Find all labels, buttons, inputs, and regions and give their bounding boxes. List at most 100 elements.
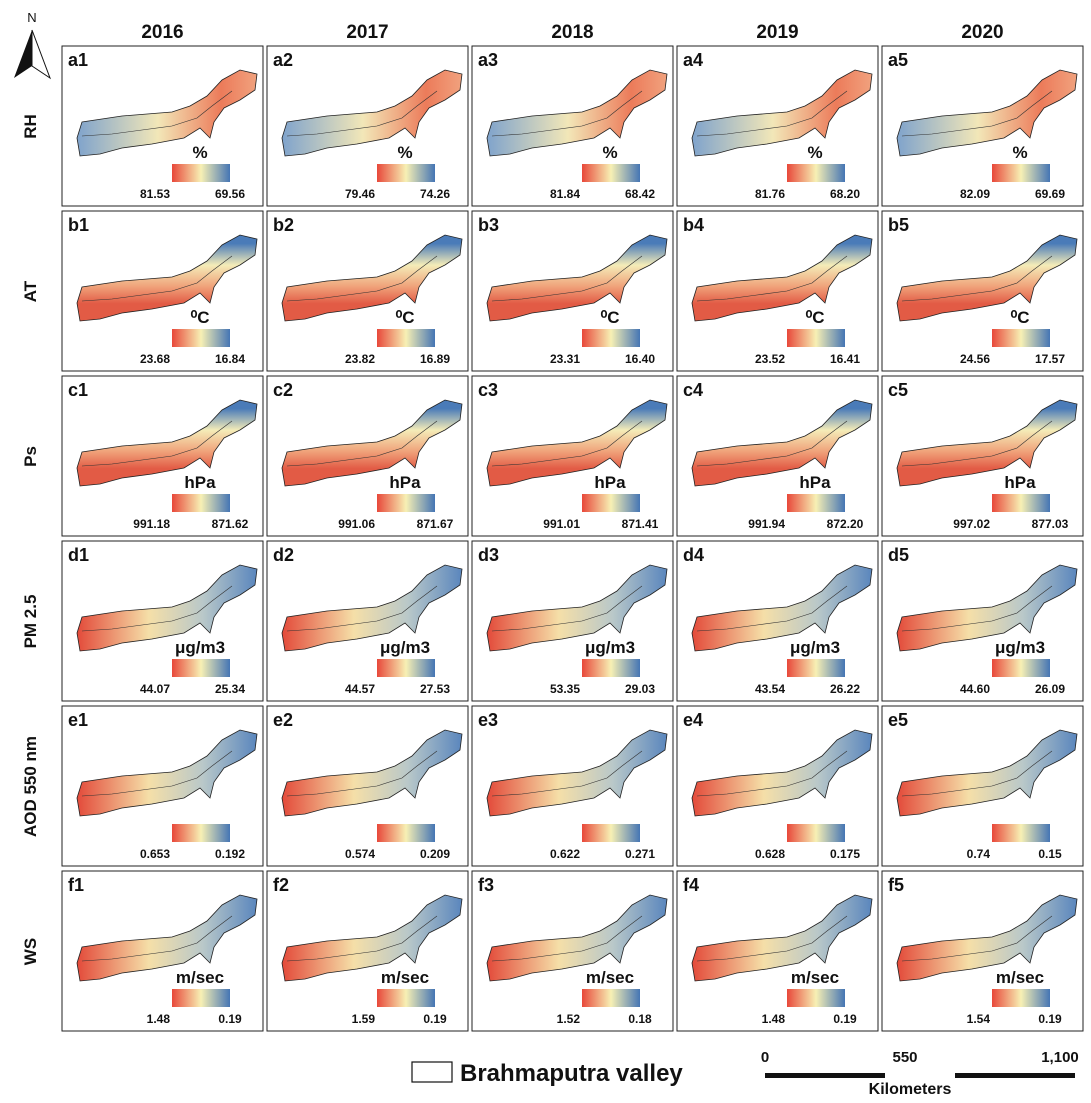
- legend-unit: μg/m3: [585, 638, 635, 657]
- panel-id: a1: [68, 50, 88, 70]
- legend-low: 16.89: [420, 352, 450, 366]
- row-label: AOD 550 nm: [21, 736, 40, 837]
- map-panel: d3 μg/m3 53.35 29.03: [472, 541, 673, 701]
- legend-low: 69.56: [215, 187, 245, 201]
- row-label: RH: [21, 114, 40, 139]
- legend-low: 871.62: [212, 517, 249, 531]
- map-panel: d2μg/m344.5727.53: [267, 541, 468, 701]
- map-panel: f2m/sec1.590.19: [267, 871, 468, 1031]
- north-arrow: N: [14, 10, 50, 78]
- color-ramp: [582, 494, 640, 512]
- row-label: AT: [21, 280, 40, 302]
- panel-id: d3: [478, 545, 499, 565]
- map-panel: e30.6220.271: [472, 706, 673, 866]
- legend-unit: μg/m3: [175, 638, 225, 657]
- map-panel: d1μg/m344.0725.34: [62, 541, 263, 701]
- legend-low: 0.19: [423, 1012, 447, 1026]
- legend-unit: m/sec: [586, 968, 634, 987]
- legend-unit: ⁰C: [190, 308, 209, 327]
- legend-low: 25.34: [215, 682, 245, 696]
- legend-low: 17.57: [1035, 352, 1065, 366]
- legend-unit: %: [397, 143, 412, 162]
- color-ramp: [992, 659, 1050, 677]
- legend-high: 23.68: [140, 352, 170, 366]
- legend-high: 0.574: [345, 847, 375, 861]
- legend-high: 79.46: [345, 187, 375, 201]
- legend-unit: ⁰C: [805, 308, 824, 327]
- color-ramp: [172, 494, 230, 512]
- panel-id: e4: [683, 710, 703, 730]
- panel-id: b1: [68, 215, 89, 235]
- panel-id: a4: [683, 50, 703, 70]
- panel-id: c3: [478, 380, 498, 400]
- color-ramp: [377, 659, 435, 677]
- legend-low: 29.03: [625, 682, 655, 696]
- color-ramp: [787, 329, 845, 347]
- color-ramp: [992, 329, 1050, 347]
- legend-low: 68.20: [830, 187, 860, 201]
- legend-low: 27.53: [420, 682, 450, 696]
- panel-id: b3: [478, 215, 499, 235]
- legend-low: 0.18: [628, 1012, 652, 1026]
- legend-low: 74.26: [420, 187, 450, 201]
- page: {"north": "N", "columns": ["2016", "2017…: [0, 0, 1091, 1103]
- panel-id: d2: [273, 545, 294, 565]
- legend-high: 44.57: [345, 682, 375, 696]
- map-panel: a2%79.4674.26: [267, 46, 468, 206]
- color-ramp: [787, 494, 845, 512]
- color-ramp: [377, 329, 435, 347]
- color-ramp: [787, 824, 845, 842]
- legend-unit: %: [1012, 143, 1027, 162]
- map-panel: a1%81.5369.56: [62, 46, 263, 206]
- map-panel: c2hPa991.06871.67: [267, 376, 468, 536]
- legend-unit: μg/m3: [790, 638, 840, 657]
- color-ramp: [787, 164, 845, 182]
- panel-id: c5: [888, 380, 908, 400]
- legend-high: 0.653: [140, 847, 170, 861]
- legend-unit: hPa: [184, 473, 216, 492]
- column-header: 2020: [961, 22, 1003, 43]
- legend-high: 0.628: [755, 847, 785, 861]
- legend-high: 0.622: [550, 847, 580, 861]
- legend-low: 26.22: [830, 682, 860, 696]
- legend-unit: hPa: [389, 473, 421, 492]
- legend-high: 1.48: [147, 1012, 171, 1026]
- map-panel: c1 hPa 991.18 871.62: [62, 376, 263, 536]
- legend-unit: ⁰C: [395, 308, 414, 327]
- legend-unit: m/sec: [176, 968, 224, 987]
- panel-id: e5: [888, 710, 908, 730]
- panel-id: d5: [888, 545, 909, 565]
- scale-tick: 1,100: [1041, 1049, 1079, 1066]
- legend-high: 43.54: [755, 682, 785, 696]
- column-header: 2018: [551, 22, 593, 43]
- legend-unit: hPa: [1004, 473, 1036, 492]
- legend-low: 0.15: [1038, 847, 1062, 861]
- panel-id: f1: [68, 875, 84, 895]
- map-panel: b4⁰C23.5216.41: [677, 211, 878, 371]
- legend-high: 24.56: [960, 352, 990, 366]
- panel-id: c1: [68, 380, 88, 400]
- column-header: 2019: [756, 22, 798, 43]
- panel-id: e2: [273, 710, 293, 730]
- legend-high: 991.01: [543, 517, 580, 531]
- color-ramp: [377, 989, 435, 1007]
- legend-label: Brahmaputra valley: [460, 1060, 683, 1087]
- legend-high: 991.18: [133, 517, 170, 531]
- panel-id: f5: [888, 875, 904, 895]
- color-ramp: [992, 989, 1050, 1007]
- legend-high: 44.60: [960, 682, 990, 696]
- legend-low: 68.42: [625, 187, 655, 201]
- legend-unit: %: [602, 143, 617, 162]
- legend-high: 81.84: [550, 187, 580, 201]
- legend-high: 23.31: [550, 352, 580, 366]
- legend-high: 991.06: [338, 517, 375, 531]
- legend-low: 871.67: [417, 517, 454, 531]
- color-ramp: [582, 824, 640, 842]
- legend-high: 53.35: [550, 682, 580, 696]
- legend-unit: ⁰C: [1010, 308, 1029, 327]
- legend-high: 23.52: [755, 352, 785, 366]
